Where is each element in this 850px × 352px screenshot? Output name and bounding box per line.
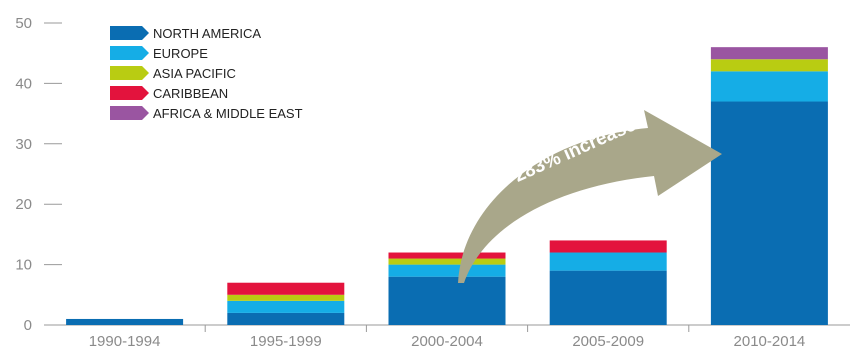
bar-segment	[388, 258, 506, 265]
legend-label: NORTH AMERICA	[153, 26, 261, 41]
legend: NORTH AMERICA EUROPE ASIA PACIFIC CARIBBEAN…	[110, 26, 303, 121]
legend-swatch	[110, 106, 149, 120]
legend-label: EUROPE	[153, 46, 208, 61]
legend-label: ASIA PACIFIC	[153, 66, 236, 81]
bars	[66, 47, 828, 326]
legend-swatch	[110, 66, 149, 80]
y-tick-label: 0	[24, 317, 32, 334]
bar-segment	[710, 59, 828, 72]
bar-segment	[227, 282, 345, 295]
bar-segment	[388, 252, 506, 259]
y-tick-label: 20	[15, 196, 32, 213]
y-axis: 0 10 20 30 40 50	[15, 15, 62, 334]
x-tick-label: 1995-1999	[250, 333, 322, 350]
curved-arrow-icon	[458, 110, 722, 283]
x-tick-label: 1990-1994	[89, 333, 161, 350]
bar-segment	[710, 71, 828, 102]
y-tick-label: 40	[15, 75, 32, 92]
legend-label: CARIBBEAN	[153, 86, 228, 101]
bar-segment	[549, 240, 667, 253]
bar-segment	[66, 318, 184, 325]
x-tick-label: 2005-2009	[572, 333, 644, 350]
legend-label: AFRICA & MIDDLE EAST	[153, 106, 303, 121]
bar-segment	[710, 101, 828, 326]
bar-segment	[388, 276, 506, 325]
legend-swatch	[110, 26, 149, 40]
bar-segment	[549, 270, 667, 325]
legend-swatch	[110, 46, 149, 60]
bar-segment	[710, 47, 828, 60]
y-tick-label: 10	[15, 257, 32, 274]
x-axis: 1990-1994 1995-1999 2000-2004 2005-2009 2010…	[44, 324, 850, 350]
x-tick-label: 2010-2014	[734, 333, 806, 350]
bar-segment	[227, 312, 345, 325]
bar-segment	[388, 264, 506, 277]
y-tick-label: 30	[15, 136, 32, 153]
y-tick-label: 50	[15, 15, 32, 32]
bar-segment	[227, 300, 345, 313]
legend-swatch	[110, 86, 149, 100]
bar-segment	[549, 252, 667, 271]
x-tick-label: 2000-2004	[411, 333, 483, 350]
bar-segment	[227, 294, 345, 301]
